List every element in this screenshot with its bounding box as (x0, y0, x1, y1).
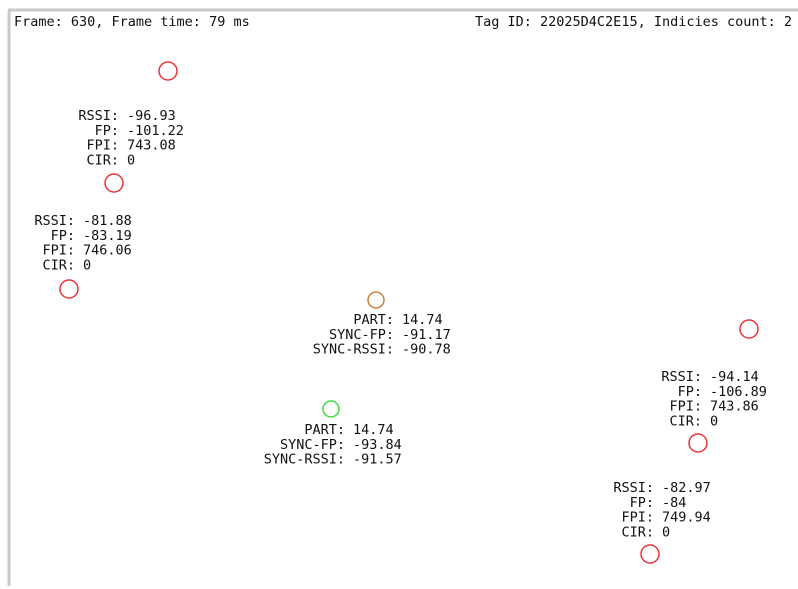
anchors (59, 61, 759, 564)
tag-info: Tag ID: 22025D4C2E15, Indicies count: 2 (475, 14, 792, 30)
field-value: 746.06 (83, 243, 132, 259)
field-label: FPI: (42, 243, 75, 259)
frame-info: Frame: 630, Frame time: 79 ms (14, 14, 250, 30)
anchor-circle (59, 279, 79, 299)
field-value: -84 (662, 495, 686, 511)
field-label: FP: (630, 495, 654, 511)
field-label: RSSI: (34, 213, 75, 229)
field-label: CIR: (42, 257, 75, 273)
field-label: CIR: (669, 413, 702, 429)
field-value: 14.74 (353, 422, 394, 438)
field-value: 0 (83, 257, 91, 273)
field-value: -94.14 (710, 369, 759, 385)
field-label: SYNC-FP: (329, 327, 394, 343)
anchor-circle (688, 433, 708, 453)
field-value: -81.88 (83, 213, 132, 229)
field-value: 749.94 (662, 510, 711, 526)
field-value: 0 (710, 413, 718, 429)
anchor-circle (104, 173, 124, 193)
field-label: SYNC-FP: (280, 437, 345, 453)
field-value: 0 (127, 152, 135, 168)
field-value: -106.89 (710, 384, 767, 400)
field-label: RSSI: (78, 108, 119, 124)
field-label: FP: (95, 123, 119, 139)
field-label: SYNC-RSSI: (313, 342, 394, 358)
field-value: -82.97 (662, 480, 711, 496)
field-label: CIR: (621, 524, 654, 540)
field-label: PART: (353, 312, 394, 328)
field-value: -101.22 (127, 123, 184, 139)
field-label: RSSI: (613, 480, 654, 496)
field-label: FP: (51, 228, 75, 244)
field-value: 743.86 (710, 399, 759, 415)
field-value: -93.84 (353, 437, 402, 453)
anchor-circle (739, 319, 759, 339)
field-value: -83.19 (83, 228, 132, 244)
field-value: -90.78 (402, 342, 451, 358)
field-label: SYNC-RSSI: (264, 452, 345, 468)
anchor-circle (158, 61, 178, 81)
field-value: 743.08 (127, 138, 176, 154)
field-label: PART: (304, 422, 345, 438)
tag-circle (322, 400, 340, 418)
field-label: FP: (678, 384, 702, 400)
sync-circle (367, 291, 385, 309)
field-label: CIR: (86, 152, 119, 168)
anchor-circle (640, 544, 660, 564)
field-value: 0 (662, 524, 670, 540)
field-value: -91.57 (353, 452, 402, 468)
field-label: FPI: (669, 399, 702, 415)
field-value: 14.74 (402, 312, 443, 328)
field-value: -91.17 (402, 327, 451, 343)
field-value: -96.93 (127, 108, 176, 124)
field-label: RSSI: (661, 369, 702, 385)
field-label: FPI: (621, 510, 654, 526)
field-label: FPI: (86, 138, 119, 154)
